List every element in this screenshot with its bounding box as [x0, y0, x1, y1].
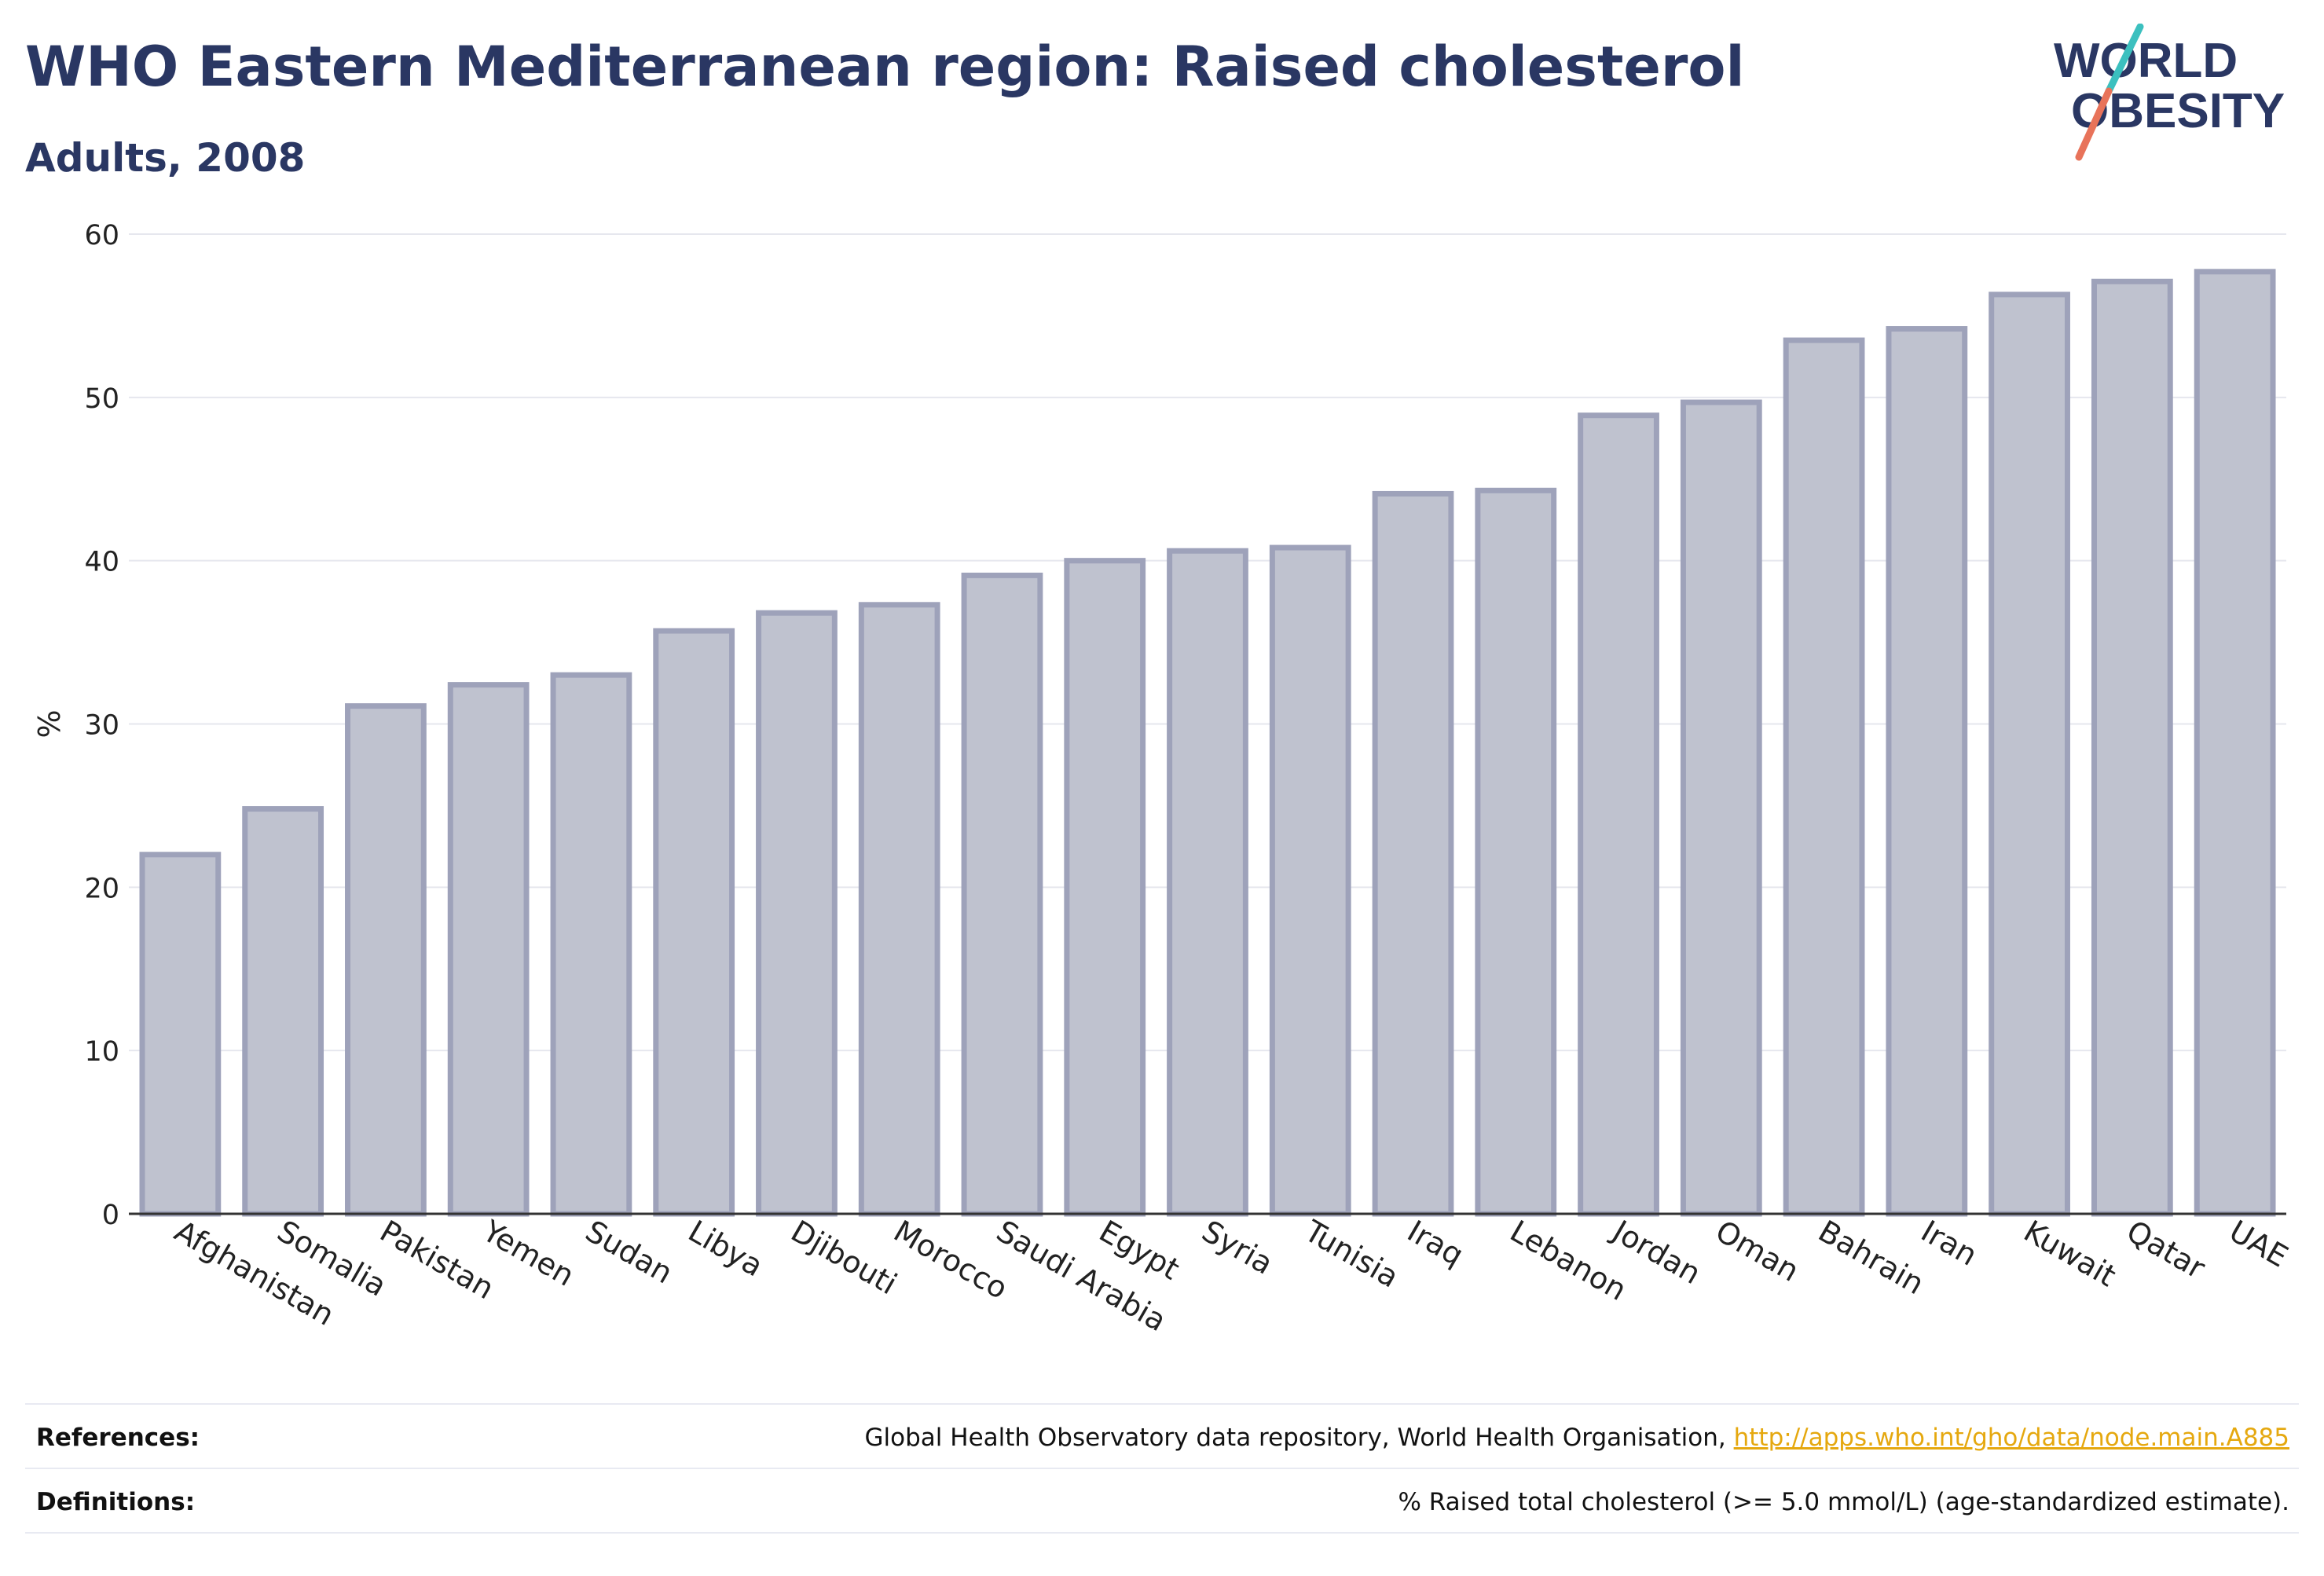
- bar-iran: [1886, 326, 1968, 1217]
- y-tick-label: 60: [84, 220, 119, 251]
- footer-divider-middle: [25, 1468, 2299, 1469]
- definitions-label: Definitions:: [36, 1488, 196, 1516]
- y-tick-label: 50: [84, 383, 119, 415]
- y-tick-label: 10: [84, 1036, 119, 1068]
- bar-tunisia: [1269, 544, 1351, 1217]
- bar-libya: [653, 628, 735, 1217]
- bar-afghanistan: [139, 852, 222, 1217]
- y-tick-label: 20: [84, 873, 119, 904]
- y-axis-title: %: [32, 709, 67, 738]
- bar-chart: 0102030405060%AfghanistanSomaliaPakistan…: [32, 220, 2294, 1339]
- y-tick-label: 40: [84, 547, 119, 578]
- x-tick-label: Saudi Arabia: [991, 1214, 1172, 1339]
- y-tick-label: 30: [84, 710, 119, 742]
- references-value: Global Health Observatory data repositor…: [865, 1424, 2289, 1452]
- bar-syria: [1167, 548, 1248, 1217]
- footer-divider-bottom: [25, 1532, 2299, 1534]
- bar-somalia: [242, 806, 324, 1217]
- bar-sudan: [550, 672, 632, 1217]
- definitions-value: % Raised total cholesterol (>= 5.0 mmol/…: [1398, 1488, 2289, 1516]
- page-title: WHO Eastern Mediterranean region: Raised…: [25, 35, 1745, 99]
- bar-qatar: [2091, 278, 2173, 1217]
- bar-bahrain: [1783, 337, 1865, 1217]
- x-tick-label: Syria: [1197, 1214, 1279, 1281]
- y-tick-label: 0: [102, 1200, 119, 1231]
- bars: [139, 269, 2276, 1217]
- bar-saudi-arabia: [961, 572, 1043, 1217]
- bar-oman: [1680, 399, 1762, 1217]
- x-tick-label: UAE: [2223, 1214, 2293, 1274]
- bar-yemen: [447, 682, 530, 1217]
- x-tick-label: Kuwait: [2018, 1214, 2122, 1294]
- logo-slash-bottom: [2075, 87, 2113, 161]
- x-tick-label: Iraq: [1402, 1214, 1469, 1273]
- x-tick-label: Qatar: [2121, 1214, 2211, 1286]
- x-tick-label: Morocco: [888, 1214, 1014, 1307]
- bar-pakistan: [345, 703, 427, 1217]
- references-link[interactable]: http://apps.who.int/gho/data/node.main.A…: [1733, 1424, 2289, 1452]
- bar-egypt: [1064, 558, 1146, 1217]
- x-tick-label: Tunisia: [1298, 1213, 1404, 1295]
- logo-slash-top: [2105, 24, 2144, 95]
- bar-djibouti: [756, 610, 838, 1217]
- bar-uae: [2194, 269, 2276, 1217]
- x-tick-label: Sudan: [580, 1214, 679, 1291]
- page-subtitle: Adults, 2008: [25, 135, 306, 181]
- x-tick-label: Oman: [1710, 1214, 1805, 1288]
- logo-line1: WORLD: [2054, 34, 2238, 88]
- world-obesity-logo: WORLD OBESITY: [2054, 24, 2285, 161]
- bar-jordan: [1578, 412, 1659, 1217]
- footer-divider-top: [25, 1403, 2299, 1405]
- x-tick-label: Bahrain: [1813, 1214, 1930, 1302]
- bar-lebanon: [1475, 487, 1557, 1217]
- bar-iraq: [1372, 490, 1454, 1217]
- bar-morocco: [858, 602, 940, 1217]
- references-text: Global Health Observatory data repositor…: [864, 1424, 1734, 1452]
- references-label: References:: [36, 1424, 200, 1452]
- x-tick-label: Pakistan: [374, 1214, 500, 1307]
- x-tick-label: Iran: [1915, 1214, 1983, 1273]
- bar-kuwait: [1989, 291, 2070, 1217]
- x-tick-label: Djibouti: [785, 1214, 903, 1302]
- x-tick-label: Libya: [683, 1214, 769, 1284]
- x-tick-label: Lebanon: [1505, 1214, 1633, 1307]
